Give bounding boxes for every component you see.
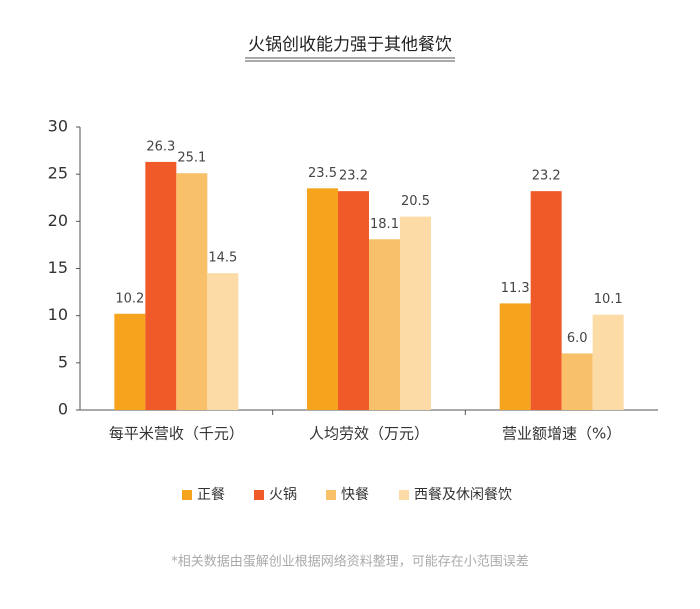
- legend-label: 火锅: [269, 487, 297, 503]
- y-tick-label: 25: [48, 164, 68, 183]
- value-label: 20.5: [401, 194, 430, 209]
- legend-label: 快餐: [341, 487, 369, 503]
- value-label: 6.0: [567, 331, 588, 346]
- x-tick-label: 营业额增速（%）: [502, 425, 621, 443]
- bar: [114, 313, 146, 410]
- legend-label: 西餐及休闲餐饮: [414, 487, 512, 503]
- footnote: *相关数据由蛋解创业根据网络资料整理，可能存在小范围误差: [171, 554, 529, 570]
- value-label: 11.3: [501, 281, 530, 296]
- bar: [561, 353, 593, 410]
- y-tick-label: 5: [58, 352, 68, 371]
- value-label: 25.1: [177, 151, 206, 166]
- value-label: 14.5: [208, 251, 237, 266]
- y-tick-label: 10: [48, 305, 68, 324]
- y-tick-label: 0: [58, 400, 68, 419]
- bar: [338, 191, 369, 410]
- value-label: 26.3: [146, 139, 175, 154]
- bar: [145, 161, 177, 410]
- bar: [369, 239, 400, 410]
- bar: [307, 188, 338, 410]
- legend-swatch: [254, 490, 264, 500]
- bar: [530, 191, 562, 410]
- y-tick-label: 20: [48, 211, 68, 230]
- bar: [592, 314, 624, 410]
- x-tick-label: 人均劳效（万元）: [309, 425, 429, 443]
- legend-swatch: [182, 490, 192, 500]
- bar: [176, 173, 208, 410]
- bar: [207, 273, 239, 410]
- bar: [400, 216, 431, 410]
- chart-title: 火锅创收能力强于其他餐饮: [248, 35, 452, 55]
- value-label: 23.2: [339, 169, 368, 184]
- legend-swatch: [399, 490, 409, 500]
- y-tick-label: 30: [48, 117, 68, 136]
- value-label: 18.1: [370, 217, 399, 232]
- legend-label: 正餐: [197, 487, 225, 503]
- value-label: 10.1: [594, 292, 623, 307]
- x-tick-label: 每平米营收（千元）: [109, 425, 244, 443]
- legend-swatch: [326, 490, 336, 500]
- y-tick-label: 15: [48, 258, 68, 277]
- bar: [499, 303, 531, 410]
- value-label: 23.5: [308, 166, 337, 181]
- value-label: 10.2: [115, 291, 144, 306]
- value-label: 23.2: [532, 169, 561, 184]
